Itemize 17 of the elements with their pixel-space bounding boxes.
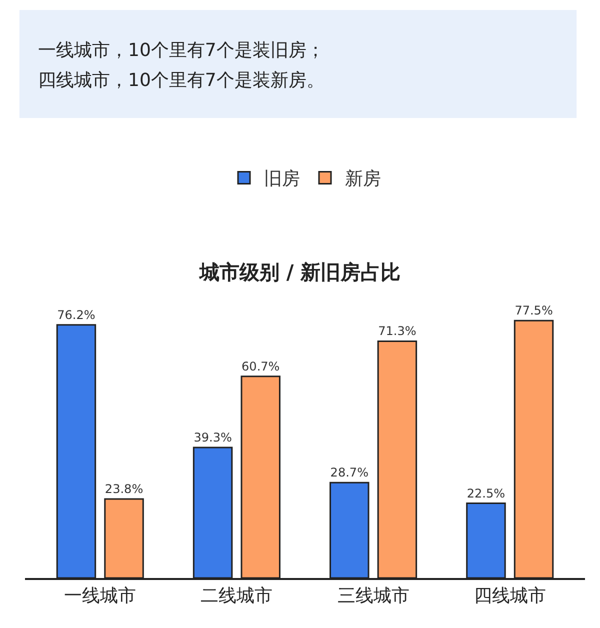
data-label: 71.3%: [378, 324, 416, 338]
legend-label: 新房: [345, 168, 381, 190]
data-label: 28.7%: [330, 466, 368, 480]
legend-label: 旧房: [264, 168, 300, 190]
x-tick-label: 三线城市: [337, 585, 410, 606]
text: 一线城市，10个里有7个是装旧房；: [38, 40, 324, 61]
text: 四线城市，10个里有7个是装新房。: [38, 70, 324, 91]
data-label: 76.2%: [57, 308, 96, 322]
x-tick-label: 一线城市: [64, 585, 136, 606]
chart-title: 城市级别 / 新旧房占比: [198, 260, 401, 284]
data-label: 60.7%: [242, 359, 280, 374]
data-label: 77.5%: [514, 304, 553, 318]
data-label: 22.5%: [466, 486, 506, 500]
data-label: 23.8%: [104, 482, 144, 496]
x-tick-label: 二线城市: [200, 585, 273, 606]
data-label: 39.3%: [194, 430, 232, 444]
x-tick-label: 四线城市: [474, 585, 546, 606]
